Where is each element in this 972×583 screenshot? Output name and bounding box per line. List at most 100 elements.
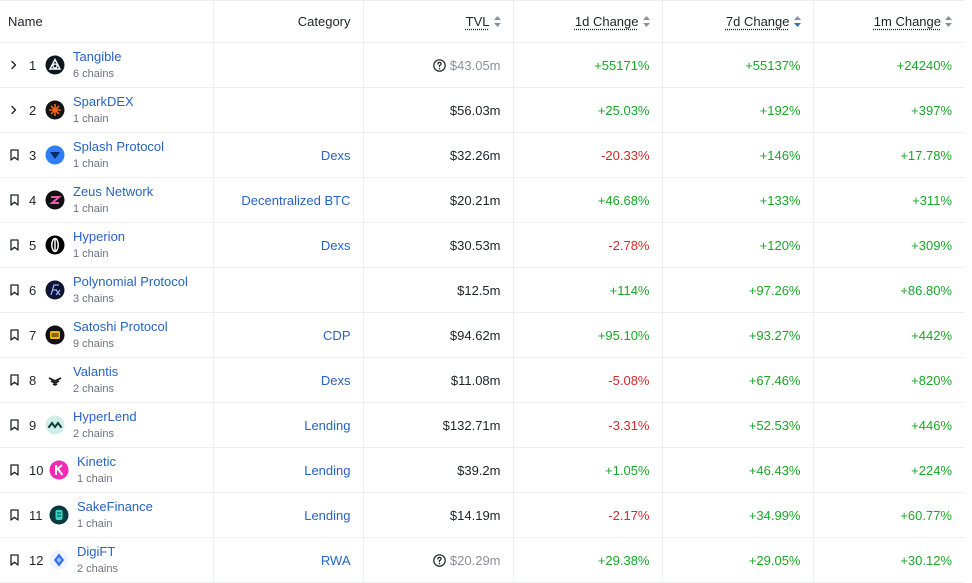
question-circle-icon[interactable] <box>433 58 450 73</box>
change-1m-cell: +86.80% <box>813 267 964 313</box>
name-cell: 9 HyperLend 2 chains <box>0 402 214 448</box>
sort-1d-change-button[interactable]: 1d Change <box>574 14 639 29</box>
protocol-name-link[interactable]: HyperLend <box>73 408 137 424</box>
change-1d-cell: -5.08% <box>513 357 663 403</box>
column-header-tvl[interactable]: TVL <box>363 0 514 43</box>
rank-number: 5 <box>29 237 37 253</box>
category-cell: CDP <box>213 312 364 358</box>
column-header-1d-change[interactable]: 1d Change <box>513 0 663 43</box>
protocol-name-link[interactable]: Kinetic <box>77 453 117 469</box>
table-header-row: Name Category TVL 1d Change 7d Change 1m… <box>0 0 964 43</box>
tvl-value: $11.08m <box>450 372 501 388</box>
bookmark-button[interactable] <box>7 373 21 387</box>
bookmark-icon[interactable] <box>9 554 20 566</box>
change-7d-cell: +192% <box>662 87 814 133</box>
bookmark-icon[interactable] <box>9 149 20 161</box>
table-row[interactable]: 9 HyperLend 2 chains Lending $132.71m -3.31% +… <box>0 402 964 448</box>
bookmark-icon[interactable] <box>9 374 20 386</box>
table-row[interactable]: 11 SakeFinance 1 chain Lending $14.19m -2.17%… <box>0 492 964 538</box>
category-link[interactable]: Dexs <box>320 372 351 388</box>
change-1d-cell: -3.31% <box>513 402 663 448</box>
expand-row-button[interactable] <box>7 103 21 117</box>
bookmark-button[interactable] <box>7 148 21 162</box>
bookmark-icon[interactable] <box>9 464 20 476</box>
rank-number: 4 <box>29 192 37 208</box>
change-1d-value: -3.31% <box>608 417 650 433</box>
table-row[interactable]: 5 Hyperion 1 chain Dexs $30.53m -2.78% +120% +3… <box>0 222 964 268</box>
chevron-right-icon[interactable] <box>9 105 19 115</box>
change-1d-cell: +95.10% <box>513 312 663 358</box>
bookmark-button[interactable] <box>7 508 21 522</box>
table-row[interactable]: 10 Kinetic 1 chain Lending $39.2m +1.05% +46.4… <box>0 447 964 493</box>
change-1d-value: -2.17% <box>608 507 650 523</box>
column-header-7d-change[interactable]: 7d Change <box>662 0 814 43</box>
change-7d-value: +46.43% <box>748 462 801 478</box>
table-row[interactable]: 4 Zeus Network 1 chain Decentralized BTC $20… <box>0 177 964 223</box>
protocol-name-link[interactable]: Polynomial Protocol <box>73 273 188 289</box>
bookmark-icon[interactable] <box>9 329 20 341</box>
bookmark-icon[interactable] <box>9 509 20 521</box>
table-row[interactable]: 12 DigiFT 2 chains RWA $20.29m +29.38% +29.05%… <box>0 537 964 583</box>
category-cell: RWA <box>213 537 364 583</box>
bookmark-icon[interactable] <box>9 419 20 431</box>
protocol-name-link[interactable]: SparkDEX <box>73 93 134 109</box>
category-link[interactable]: Dexs <box>320 237 351 253</box>
bookmark-icon[interactable] <box>9 194 20 206</box>
name-cell: 3 Splash Protocol 1 chain <box>0 132 214 178</box>
protocol-name-link[interactable]: Satoshi Protocol <box>73 318 168 334</box>
protocol-name-link[interactable]: Tangible <box>73 48 122 64</box>
expand-row-button[interactable] <box>7 58 21 72</box>
chevron-right-icon[interactable] <box>9 60 19 70</box>
protocol-name-link[interactable]: DigiFT <box>77 543 116 559</box>
tvl-value: $32.26m <box>449 147 501 163</box>
sort-1m-change-button[interactable]: 1m Change <box>873 14 941 29</box>
chain-count: 1 chain <box>73 157 109 170</box>
table-row[interactable]: 2 SparkDEX 1 chain $56.03m +25.03% +192% +397% <box>0 87 964 133</box>
rank-number: 9 <box>29 417 37 433</box>
change-7d-value: +34.99% <box>748 507 801 523</box>
sort-7d-change-button[interactable]: 7d Change <box>725 14 790 29</box>
sort-tvl-button[interactable]: TVL <box>465 14 490 29</box>
change-7d-cell: +146% <box>662 132 814 178</box>
sort-descending-icon[interactable] <box>793 16 801 27</box>
bookmark-icon[interactable] <box>9 239 20 251</box>
change-7d-value: +52.53% <box>748 417 801 433</box>
change-1m-cell: +30.12% <box>813 537 964 583</box>
bookmark-button[interactable] <box>7 463 21 477</box>
tvl-cell: $43.05m <box>363 42 514 88</box>
category-link[interactable]: Lending <box>304 417 351 433</box>
table-row[interactable]: 7 Satoshi Protocol 9 chains CDP $94.62m +95.1… <box>0 312 964 358</box>
protocol-name-link[interactable]: Zeus Network <box>73 183 154 199</box>
sort-icon[interactable] <box>642 16 650 27</box>
sort-icon[interactable] <box>945 16 952 27</box>
bookmark-button[interactable] <box>7 553 21 567</box>
bookmark-button[interactable] <box>7 328 21 342</box>
sort-icon[interactable] <box>493 16 501 27</box>
table-row[interactable]: 8 Valantis 2 chains Dexs $11.08m -5.08% +67.46… <box>0 357 964 403</box>
category-link[interactable]: CDP <box>323 327 351 343</box>
table-row[interactable]: 6 Polynomial Protocol 3 chains $12.5m +114% +… <box>0 267 964 313</box>
bookmark-button[interactable] <box>7 193 21 207</box>
category-link[interactable]: Lending <box>304 462 351 478</box>
bookmark-icon[interactable] <box>9 284 20 296</box>
tvl-value: $94.62m <box>449 327 501 343</box>
tvl-cell: $14.19m <box>363 492 514 538</box>
protocol-name-link[interactable]: Splash Protocol <box>73 138 165 154</box>
bookmark-button[interactable] <box>7 283 21 297</box>
change-1m-value: +60.77% <box>900 507 952 523</box>
category-link[interactable]: Dexs <box>320 147 351 163</box>
category-link[interactable]: Decentralized BTC <box>241 192 351 208</box>
table-row[interactable]: 1 Tangible 6 chains $43.05m +55171% +55137% +2… <box>0 42 964 88</box>
question-circle-icon[interactable] <box>433 553 450 568</box>
bookmark-button[interactable] <box>7 238 21 252</box>
tvl-cell: $12.5m <box>363 267 514 313</box>
protocol-name-link[interactable]: Valantis <box>73 363 119 379</box>
category-link[interactable]: Lending <box>304 507 351 523</box>
column-header-1m-change[interactable]: 1m Change <box>813 0 964 43</box>
table-row[interactable]: 3 Splash Protocol 1 chain Dexs $32.26m -20.33… <box>0 132 964 178</box>
protocol-name-link[interactable]: Hyperion <box>73 228 126 244</box>
protocol-name-link[interactable]: SakeFinance <box>77 498 153 514</box>
bookmark-button[interactable] <box>7 418 21 432</box>
category-link[interactable]: RWA <box>320 552 351 568</box>
satoshi-logo <box>45 325 65 345</box>
